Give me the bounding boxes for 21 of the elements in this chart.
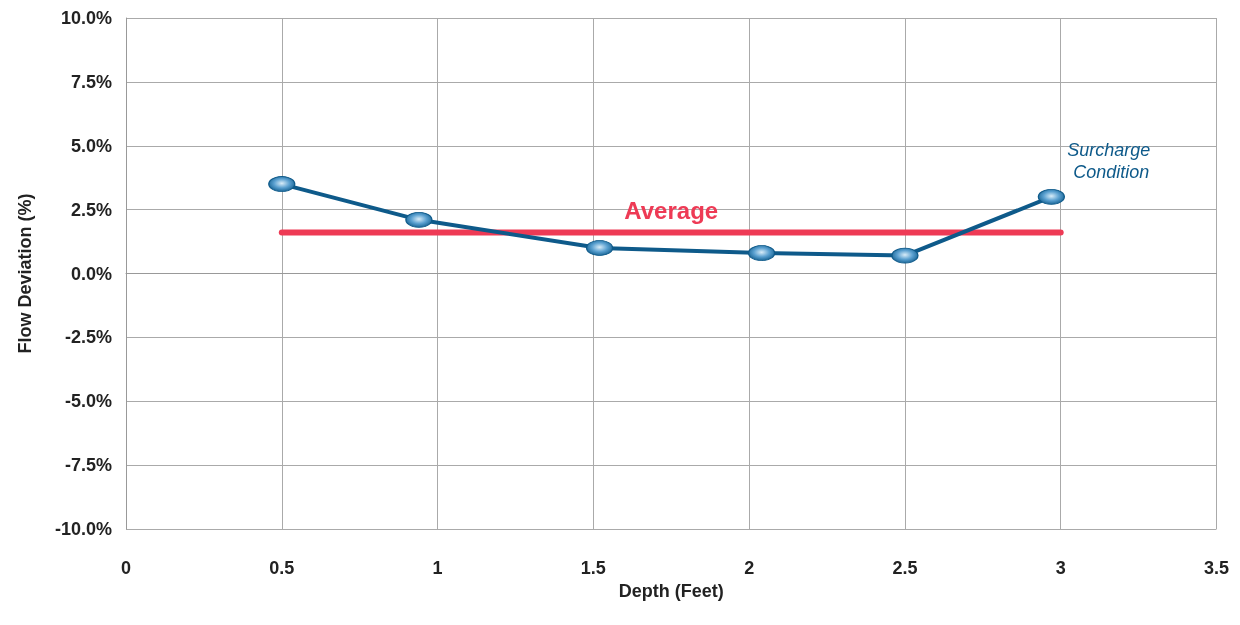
x-tick-label: 2.5 (892, 558, 918, 578)
y-tick-label: 7.5% (70, 71, 112, 92)
y-tick-label: -7.5% (64, 455, 112, 476)
y-tick-label: 0.0% (70, 263, 112, 284)
y-tick-label: -5.0% (64, 391, 112, 412)
x-tick-label: 0.5 (269, 558, 295, 578)
x-tick-label: 1 (432, 558, 443, 578)
y-tick-label: -2.5% (64, 327, 112, 348)
annotation: Surcharge Condition (1067, 139, 1156, 182)
x-tick-label: 2 (744, 558, 755, 578)
y-tick-label: -10.0% (54, 519, 112, 539)
x-axis-title: Depth (Feet) (618, 580, 724, 601)
y-axis-title: Flow Deviation (%) (15, 193, 35, 354)
x-tick-label: 3.5 (1203, 558, 1229, 578)
x-tick-label: 0 (120, 558, 132, 578)
x-tick-label: 1.5 (580, 558, 606, 578)
y-tick-label: 2.5% (70, 199, 112, 220)
x-tick-label: 3 (1055, 558, 1066, 578)
series-label: Average (624, 197, 719, 225)
y-tick-label: 10.0% (60, 8, 112, 28)
y-tick-label: 5.0% (70, 135, 112, 156)
